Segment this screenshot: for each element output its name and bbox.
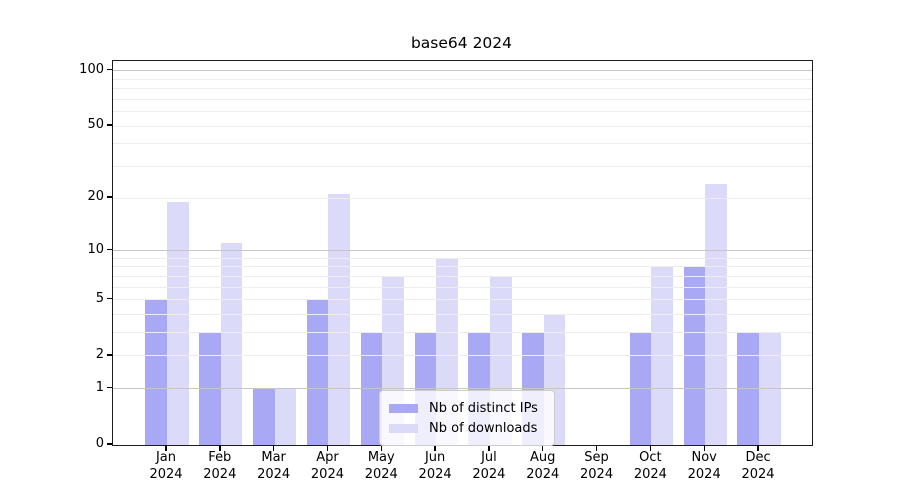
bar-distinct-ips-jan <box>145 299 167 445</box>
y-tick-10 <box>107 248 112 251</box>
x-tick-label-apr: Apr 2024 <box>310 450 344 482</box>
plot-area: Nb of distinct IPs Nb of downloads <box>112 60 813 446</box>
legend-swatch-downloads <box>389 423 418 433</box>
x-tick-label-oct: Oct 2024 <box>633 450 667 482</box>
bar-downloads-mar <box>274 388 297 445</box>
legend-label-downloads: Nb of downloads <box>429 420 538 436</box>
gridline-4 <box>113 313 812 315</box>
gridline-3 <box>113 332 812 334</box>
x-tick-nov <box>703 445 705 451</box>
gridline-20 <box>113 197 812 199</box>
y-tick-1 <box>107 387 112 389</box>
y-tick-label-100: 100 <box>79 61 104 77</box>
legend: Nb of distinct IPs Nb of downloads <box>379 390 555 446</box>
gridline-60 <box>113 111 812 113</box>
gridline-90 <box>113 78 812 80</box>
gridline-30 <box>113 165 812 167</box>
legend-label-distinct-ips: Nb of distinct IPs <box>429 400 538 416</box>
legend-swatch-distinct-ips <box>389 403 418 413</box>
gridline-2 <box>113 355 812 357</box>
chart-title: base64 2024 <box>410 34 513 52</box>
y-tick-2 <box>107 354 112 356</box>
gridline-70 <box>113 98 812 100</box>
gridline-5 <box>113 299 812 301</box>
x-tick-label-jan: Jan 2024 <box>149 450 183 482</box>
x-tick-mar <box>272 445 275 451</box>
gridline-80 <box>113 88 812 90</box>
y-tick-0 <box>107 443 112 445</box>
gridline-10 <box>113 250 812 252</box>
y-tick-label-5: 5 <box>95 290 104 306</box>
y-tick-label-1: 1 <box>95 379 104 395</box>
gridline-40 <box>113 143 812 145</box>
x-tick-label-jul: Jul 2024 <box>472 450 506 482</box>
legend-item-distinct-ips: Nb of distinct IPs <box>389 398 544 418</box>
x-tick-dec <box>757 445 759 451</box>
bar-downloads-feb <box>220 243 243 445</box>
gridline-8 <box>113 266 812 268</box>
bar-distinct-ips-apr <box>306 299 329 445</box>
bar-downloads-jan <box>167 202 189 445</box>
x-tick-feb <box>219 445 221 451</box>
x-tick-label-aug: Aug 2024 <box>526 450 560 482</box>
x-tick-label-may: May 2024 <box>364 450 398 482</box>
y-tick-label-10: 10 <box>87 241 104 257</box>
gridline-9 <box>113 257 812 259</box>
x-tick-aug <box>542 445 544 451</box>
y-tick-20 <box>107 196 112 198</box>
y-tick-label-0: 0 <box>95 436 104 451</box>
bar-distinct-ips-mar <box>253 388 275 445</box>
x-tick-label-mar: Mar 2024 <box>257 450 291 482</box>
x-tick-sep <box>595 445 598 451</box>
x-tick-label-dec: Dec 2024 <box>741 450 775 482</box>
y-tick-5 <box>107 297 112 300</box>
y-tick-100 <box>107 68 112 71</box>
x-tick-apr <box>326 445 329 451</box>
x-tick-label-nov: Nov 2024 <box>687 450 721 482</box>
x-tick-label-jun: Jun 2024 <box>418 450 452 482</box>
x-tick-jan <box>165 445 167 451</box>
x-tick-may <box>380 445 382 451</box>
y-tick-label-2: 2 <box>95 346 104 362</box>
y-tick-50 <box>107 124 112 126</box>
gridline-7 <box>113 275 812 277</box>
x-tick-jul <box>488 445 490 451</box>
bar-downloads-apr <box>328 194 351 445</box>
y-tick-label-50: 50 <box>87 117 104 133</box>
gridline-1 <box>113 388 812 390</box>
legend-item-downloads: Nb of downloads <box>389 418 544 438</box>
gridline-50 <box>113 125 812 127</box>
gridline-100 <box>113 70 812 72</box>
x-tick-label-sep: Sep 2024 <box>580 450 614 482</box>
x-tick-label-feb: Feb 2024 <box>203 450 237 482</box>
x-tick-oct <box>649 445 652 451</box>
x-tick-jun <box>434 445 436 451</box>
y-tick-label-20: 20 <box>87 189 104 205</box>
gridline-6 <box>113 286 812 288</box>
